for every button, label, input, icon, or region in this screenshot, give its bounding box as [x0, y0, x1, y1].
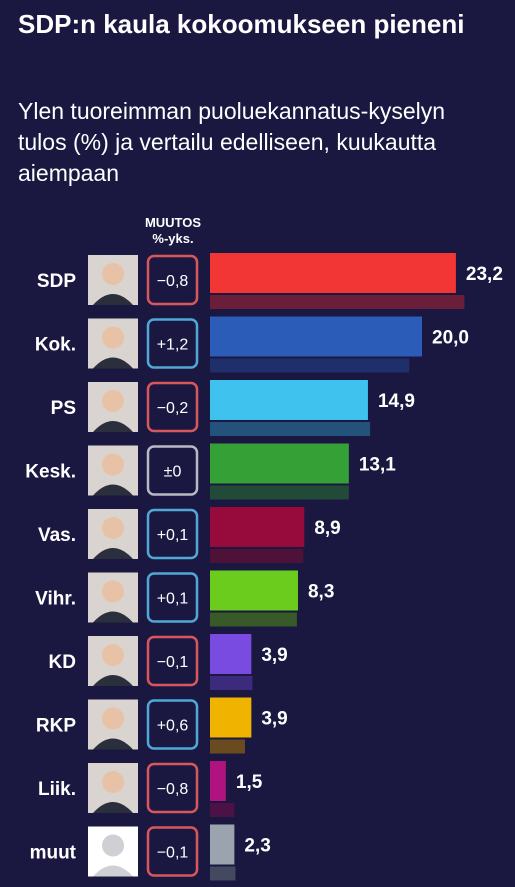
- category-label: SDP: [37, 271, 76, 292]
- current-bar: [210, 697, 252, 738]
- avatar: [88, 509, 138, 559]
- change-header-label: MUUTOS: [144, 215, 202, 230]
- value-label: 3,9: [261, 709, 287, 730]
- category-label: muut: [30, 843, 77, 864]
- avatar: [88, 763, 138, 813]
- value-label: 2,3: [244, 836, 270, 857]
- avatar: [88, 636, 138, 686]
- change-column-header: MUUTOS %-yks.: [128, 215, 218, 247]
- change-badge: [146, 762, 199, 814]
- category-label: RKP: [36, 716, 76, 737]
- previous-bar: [210, 485, 349, 500]
- value-label: 23,2: [466, 264, 503, 285]
- value-label: 20,0: [432, 328, 469, 349]
- change-value: +0,6: [157, 718, 189, 735]
- category-label: Kesk.: [25, 462, 76, 483]
- previous-bar: [210, 358, 410, 373]
- avatar: [88, 255, 138, 305]
- avatar: [88, 382, 138, 432]
- change-value: +0,1: [157, 527, 189, 544]
- change-value: −0,1: [157, 845, 189, 862]
- change-value: −0,1: [157, 654, 189, 671]
- change-value: −0,8: [157, 781, 189, 798]
- change-badge: [146, 254, 199, 306]
- avatar: [88, 318, 138, 369]
- current-bar: [210, 316, 422, 357]
- avatar: [88, 699, 138, 750]
- change-badge: [146, 445, 199, 496]
- change-badge: [146, 635, 199, 687]
- current-bar: [210, 761, 226, 801]
- category-label: Liik.: [38, 779, 76, 800]
- previous-bar: [210, 549, 304, 563]
- avatar: [88, 445, 138, 496]
- previous-bar: [210, 676, 253, 690]
- previous-bar: [210, 612, 297, 627]
- change-value: +1,2: [157, 337, 189, 354]
- change-value: −0,2: [157, 400, 189, 417]
- previous-bar: [210, 295, 465, 309]
- change-badge: [146, 699, 199, 750]
- change-badge: [146, 572, 199, 623]
- change-value: −0,8: [157, 273, 189, 290]
- previous-bar: [210, 739, 245, 754]
- previous-bar: [210, 422, 371, 436]
- category-label: Vihr.: [35, 589, 76, 610]
- previous-bar: [210, 866, 236, 881]
- avatar: [88, 572, 138, 623]
- chart-title: SDP:n kaula kokoomukseen pieneni: [18, 9, 465, 39]
- current-bar: [210, 380, 368, 420]
- value-label: 3,9: [261, 645, 287, 666]
- chart-subtitle: Ylen tuoreimman puoluekannatus-kyselyn t…: [18, 98, 446, 186]
- avatar: [88, 826, 138, 877]
- change-badge: [146, 381, 199, 433]
- value-label: 13,1: [359, 455, 396, 476]
- current-bar: [210, 253, 456, 293]
- category-label: KD: [49, 652, 76, 673]
- current-bar: [210, 634, 252, 674]
- previous-bar: [210, 803, 235, 817]
- category-label: Vas.: [38, 525, 76, 546]
- value-label: 8,3: [308, 582, 334, 603]
- value-label: 14,9: [378, 391, 415, 412]
- current-bar: [210, 570, 298, 611]
- current-bar: [210, 443, 349, 484]
- category-label: PS: [51, 398, 76, 419]
- current-bar: [210, 507, 305, 547]
- change-header-unit: %-yks.: [152, 231, 194, 246]
- change-badge: [146, 826, 199, 877]
- current-bar: [210, 824, 235, 865]
- value-label: 8,9: [314, 518, 340, 539]
- change-value: +0,1: [157, 591, 189, 608]
- value-label: 1,5: [236, 772, 263, 793]
- category-label: Kok.: [35, 335, 76, 356]
- change-badge: [146, 508, 199, 560]
- change-value: ±0: [164, 464, 182, 481]
- change-badge: [146, 318, 199, 369]
